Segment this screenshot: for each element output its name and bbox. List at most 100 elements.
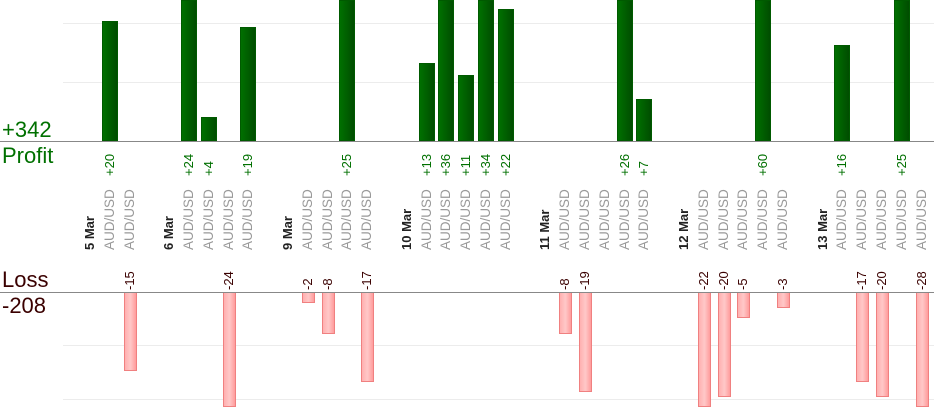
profit-bar	[478, 0, 494, 141]
date-label: 12 Mar	[676, 208, 691, 250]
profit-value-label: +24	[181, 153, 196, 176]
symbol-label: AUD/USD	[181, 189, 196, 250]
date-label: 11 Mar	[537, 209, 553, 250]
loss-bar	[717, 292, 731, 398]
profit-value-label: +36	[438, 153, 454, 176]
loss-total: -208	[2, 293, 47, 318]
symbol-label: AUD/USD	[636, 189, 652, 250]
profit-value-label: +7	[636, 161, 652, 176]
profit-value-label: +11	[458, 154, 474, 176]
profit-bar	[893, 0, 910, 141]
date-label: 5 Mar	[82, 216, 97, 250]
symbol-label: AUD/USD	[220, 189, 236, 250]
loss-value-label: -17	[854, 271, 870, 290]
loss-value-label: -19	[577, 271, 592, 290]
symbol-label: AUD/USD	[616, 189, 632, 250]
symbol-label: AUD/USD	[596, 189, 612, 250]
loss-bar	[301, 292, 315, 303]
profit-bar	[418, 63, 435, 141]
loss-value-label: -2	[299, 278, 315, 290]
profit-value-label: +16	[834, 153, 850, 176]
symbol-label: AUD/USD	[478, 189, 493, 250]
symbol-label: AUD/USD	[893, 189, 909, 250]
loss-bar	[876, 292, 889, 398]
loss-value-label: -15	[121, 271, 137, 290]
profit-value-label: +60	[755, 153, 771, 176]
profit-bar	[101, 21, 118, 141]
loss-bar	[321, 292, 335, 335]
symbol-label: AUD/USD	[854, 189, 870, 250]
profit-bar	[339, 0, 356, 141]
symbol-label: AUD/USD	[339, 189, 355, 250]
loss-bar	[361, 292, 375, 382]
symbol-label: AUD/USD	[458, 189, 474, 250]
loss-bar	[697, 292, 711, 407]
date-label: 6 Mar	[161, 216, 177, 250]
loss-baseline	[0, 292, 934, 293]
symbol-label: AUD/USD	[755, 189, 771, 250]
loss-bar	[737, 292, 751, 319]
symbol-label: AUD/USD	[299, 189, 315, 250]
profit-bar	[834, 45, 851, 141]
loss-label: Loss	[2, 267, 49, 292]
loss-gridline	[63, 399, 934, 400]
symbol-label: AUD/USD	[913, 189, 929, 250]
profit-bar	[497, 9, 514, 141]
loss-value-label: -5	[735, 278, 751, 290]
profit-bar	[755, 0, 772, 141]
loss-value-label: -8	[319, 278, 335, 290]
loss-value-label: -20	[715, 271, 731, 290]
symbol-label: AUD/USD	[775, 189, 790, 250]
profit-bar	[438, 0, 455, 141]
profit-value-label: +25	[893, 153, 909, 176]
symbol-label: AUD/USD	[438, 189, 454, 250]
loss-gridline	[63, 345, 934, 346]
loss-bar	[559, 292, 573, 335]
profit-value-label: +25	[339, 153, 355, 176]
date-label: 13 Mar	[814, 208, 830, 250]
profit-bar	[458, 75, 475, 141]
symbol-label: AUD/USD	[101, 189, 117, 250]
loss-value-label: -17	[359, 271, 375, 290]
symbol-label: AUD/USD	[200, 189, 216, 250]
symbol-label: AUD/USD	[874, 189, 889, 250]
profit-value-label: +13	[418, 153, 434, 176]
profit-bar	[181, 0, 197, 141]
profit-label: Profit	[2, 143, 54, 168]
symbol-label: AUD/USD	[557, 189, 573, 250]
symbol-label: AUD/USD	[418, 189, 434, 250]
loss-value-label: -20	[874, 271, 889, 290]
profit-value-label: +20	[101, 153, 117, 176]
symbol-label: AUD/USD	[577, 189, 592, 250]
profit-bar	[240, 27, 257, 141]
profit-value-label: +4	[200, 161, 216, 176]
loss-bar	[915, 292, 929, 407]
loss-bar	[777, 292, 790, 308]
date-label: 10 Mar	[398, 208, 414, 250]
loss-value-label: -3	[775, 278, 790, 290]
profit-value-label: +34	[478, 153, 493, 176]
profit-baseline	[0, 141, 934, 142]
profit-total: +342	[2, 117, 52, 142]
loss-bar	[856, 292, 870, 382]
profit-bar	[616, 0, 633, 141]
loss-value-label: -28	[913, 271, 929, 290]
date-label: 9 Mar	[280, 216, 295, 250]
profit-bar	[636, 99, 653, 141]
symbol-label: AUD/USD	[497, 189, 513, 250]
profit-value-label: +19	[240, 153, 256, 176]
symbol-label: AUD/USD	[715, 189, 731, 250]
symbol-label: AUD/USD	[695, 189, 711, 250]
symbol-label: AUD/USD	[240, 189, 256, 250]
symbol-label: AUD/USD	[121, 189, 137, 250]
loss-value-label: -8	[557, 278, 573, 290]
symbol-label: AUD/USD	[319, 189, 335, 250]
symbol-label: AUD/USD	[735, 189, 751, 250]
loss-bar	[123, 292, 137, 372]
loss-value-label: -24	[220, 271, 236, 290]
profit-value-label: +26	[616, 153, 632, 176]
symbol-label: AUD/USD	[834, 189, 850, 250]
loss-bar	[579, 292, 592, 393]
symbol-label: AUD/USD	[359, 189, 375, 250]
loss-bar	[222, 292, 236, 407]
